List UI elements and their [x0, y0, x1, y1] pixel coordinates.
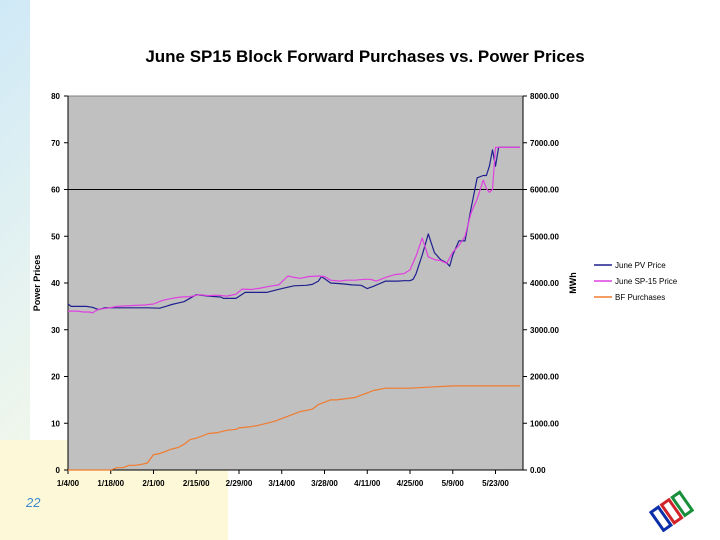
left-tick-label: 80 — [51, 92, 60, 101]
y-axis-label: Power Prices — [32, 255, 42, 312]
x-tick-label: 2/15/00 — [183, 479, 210, 488]
plot-area — [67, 95, 524, 471]
right-tick-label: 6000.00 — [530, 186, 559, 195]
right-tick-label: 5000.00 — [530, 232, 559, 241]
company-logo-icon — [648, 490, 695, 532]
y2-axis-label: MWh — [568, 272, 578, 294]
right-y-axis: 0.00 1000.00 2000.00 3000.00 4000.00 5000.00 6… — [522, 92, 559, 475]
series-line-2 — [68, 146, 520, 314]
left-y-axis: 0 10 20 30 40 50 60 70 80 — [51, 92, 523, 475]
x-tick-label: 4/11/00 — [354, 479, 381, 488]
logo-mark-blue — [648, 505, 674, 532]
right-tick-label: 8000.00 — [530, 92, 559, 101]
x-tick-label: 2/29/00 — [226, 479, 253, 488]
right-tick-label: 7000.00 — [530, 139, 559, 148]
x-tick-label: 1/18/00 — [97, 479, 124, 488]
right-tick-label: 3000.00 — [530, 326, 559, 335]
x-tick-label: 2/1/00 — [142, 479, 165, 488]
legend-label: BF Purchases — [615, 293, 665, 302]
left-tick-label: 70 — [51, 139, 60, 148]
logo-mark-red — [659, 497, 684, 525]
left-tick-label: 10 — [51, 419, 60, 428]
right-tick-label: 1000.00 — [530, 419, 559, 428]
series-line-1 — [67, 146, 520, 311]
left-tick-label: 20 — [51, 373, 60, 382]
left-tick-label: 30 — [51, 326, 60, 335]
left-tick-label: 50 — [51, 232, 60, 241]
series-layer — [67, 146, 520, 471]
x-tick-label: 5/9/00 — [442, 479, 465, 488]
left-tick-label: 40 — [51, 279, 60, 288]
legend-label: June PV Price — [615, 261, 666, 270]
x-tick-label: 1/4/00 — [57, 479, 80, 488]
chart-title: June SP15 Block Forward Purchases vs. Po… — [145, 47, 585, 66]
x-tick-label: 3/14/00 — [268, 479, 295, 488]
x-tick-label: 5/23/00 — [482, 479, 509, 488]
right-tick-label: 2000.00 — [530, 373, 559, 382]
right-tick-label: 0.00 — [530, 466, 546, 475]
slide-number: 22 — [26, 495, 41, 510]
x-axis: 1/4/00 1/18/00 2/1/00 2/15/00 2/29/00 3/14/00… — [57, 469, 523, 488]
logo-mark-green — [670, 490, 695, 518]
legend: June PV Price June SP-15 Price BF Purchase… — [594, 261, 678, 302]
x-tick-label: 4/25/00 — [397, 479, 424, 488]
series-line-3 — [68, 385, 520, 471]
left-tick-label: 60 — [51, 186, 60, 195]
legend-label: June SP-15 Price — [615, 277, 678, 286]
x-tick-label: 3/28/00 — [311, 479, 338, 488]
right-tick-label: 4000.00 — [530, 279, 559, 288]
left-tick-label: 0 — [56, 466, 61, 475]
